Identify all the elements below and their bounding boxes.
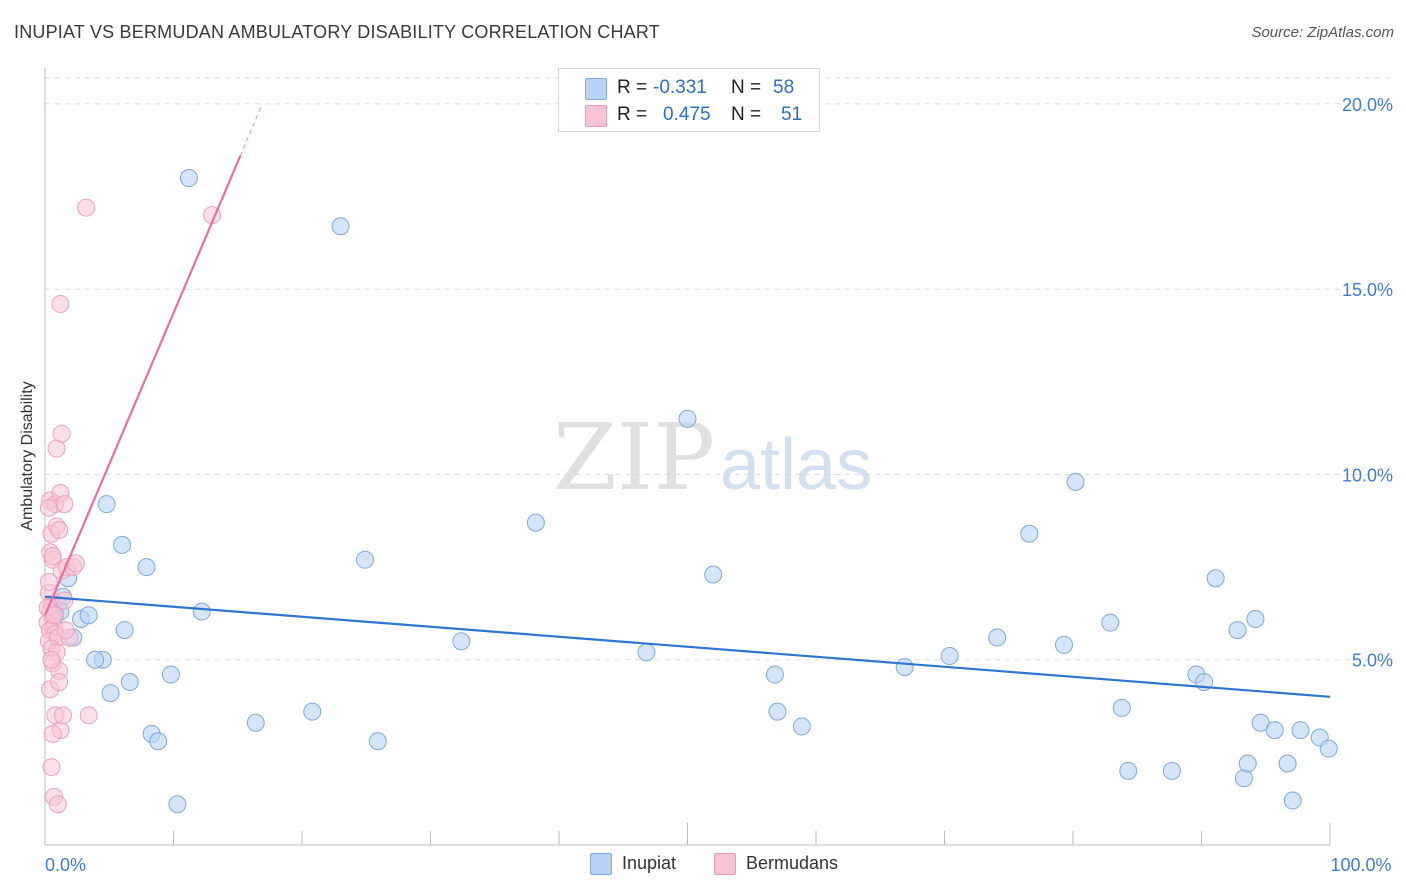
inupiat-point	[1234, 769, 1253, 788]
inupiat-point	[303, 702, 322, 721]
bermudans-point	[77, 198, 96, 217]
stats-box: R = -0.331 N = 58 R = 0.475 N = 51	[558, 68, 820, 132]
inupiat-point	[768, 702, 787, 721]
inupiat-point	[1228, 621, 1247, 640]
n-value: 58	[773, 77, 795, 98]
inupiat-point	[1162, 761, 1181, 780]
bermudans-trend-extension	[239, 103, 263, 157]
r-label: R =	[617, 104, 648, 125]
inupiat-point	[113, 535, 132, 554]
inupiat-point	[940, 647, 959, 666]
bermudans-point	[39, 572, 58, 591]
inupiat-point	[1020, 524, 1039, 543]
inupiat-point	[452, 632, 471, 651]
axes	[44, 68, 1331, 846]
trend-lines	[43, 103, 1331, 698]
x-tick-label: 100.0%	[1330, 855, 1391, 875]
inupiat-trend-line	[44, 595, 1331, 698]
inupiat-point	[1112, 698, 1131, 717]
inupiat-point	[149, 732, 168, 751]
bermudans-point	[52, 424, 71, 443]
watermark: ZIP atlas	[553, 404, 872, 511]
y-tick-label: 10.0%	[1342, 465, 1393, 485]
y-tick-label: 20.0%	[1342, 95, 1393, 115]
inupiat-point	[765, 665, 784, 684]
bermudans-point	[48, 795, 67, 814]
inupiat-swatch	[585, 78, 607, 100]
inupiat-point	[1246, 609, 1265, 628]
inupiat-point	[101, 684, 120, 703]
bermudans-point	[79, 706, 98, 725]
r-value: 0.475	[663, 104, 711, 125]
inupiat-point	[988, 628, 1007, 647]
inupiat-point	[79, 606, 98, 625]
inupiat-point	[97, 495, 116, 514]
inupiat-point	[1206, 569, 1225, 588]
inupiat-point	[168, 795, 187, 814]
inupiat-point	[1251, 713, 1270, 732]
inupiat-point	[704, 565, 723, 584]
inupiat-point	[355, 550, 374, 569]
inupiat-point	[331, 217, 350, 236]
inupiat-point	[368, 732, 387, 751]
inupiat-legend-label: Inupiat	[622, 853, 677, 873]
bermudans-legend-label: Bermudans	[746, 853, 839, 873]
inupiat-point	[86, 650, 105, 669]
inupiat-point	[192, 602, 211, 621]
inupiat-point	[1291, 721, 1310, 740]
y-tick-label: 15.0%	[1342, 280, 1393, 300]
bermudans-point	[55, 591, 74, 610]
inupiat-point	[792, 717, 811, 736]
inupiat-point	[161, 665, 180, 684]
n-value: 51	[781, 104, 803, 125]
inupiat-point	[1319, 739, 1338, 758]
watermark-atlas: atlas	[720, 425, 872, 505]
bermudans-point	[50, 521, 69, 540]
source-label: Source: ZipAtlas.com	[1251, 24, 1394, 41]
bermudans-points	[38, 198, 222, 814]
y-tick-label: 5.0%	[1352, 651, 1393, 671]
inupiat-point	[1119, 761, 1138, 780]
inupiat-point	[1278, 754, 1297, 773]
bermudans-point	[50, 672, 69, 691]
inupiat-point	[179, 169, 198, 188]
inupiat-point	[1055, 635, 1074, 654]
n-label: N =	[731, 77, 762, 98]
bermudans-trend-line	[43, 155, 242, 616]
bermudans-point	[42, 650, 61, 669]
inupiat-point	[895, 658, 914, 677]
inupiat-point	[678, 409, 697, 428]
bermudans-point	[51, 295, 70, 314]
inupiat-point	[1238, 754, 1257, 773]
inupiat-point	[1066, 472, 1085, 491]
inupiat-point	[115, 621, 134, 640]
bermudans-legend-swatch	[714, 853, 736, 875]
inupiat-point	[637, 643, 656, 662]
inupiat-point	[246, 713, 265, 732]
tick-labels: 5.0% 10.0% 15.0% 20.0% 0.0% 100.0%	[45, 95, 1393, 875]
inupiat-point	[120, 672, 139, 691]
inupiat-point	[526, 513, 545, 532]
r-label: R =	[617, 77, 648, 98]
bermudans-point	[56, 621, 75, 640]
bermudans-point	[55, 495, 74, 514]
n-label: N =	[731, 104, 762, 125]
inupiat-point	[1283, 791, 1302, 810]
chart-title: INUPIAT VS BERMUDAN AMBULATORY DISABILIT…	[14, 22, 660, 42]
x-tick-label: 0.0%	[45, 855, 86, 875]
inupiat-legend-swatch	[590, 853, 612, 875]
bermudans-point	[43, 724, 62, 743]
bermudans-point	[42, 758, 61, 777]
r-value: -0.331	[653, 77, 707, 98]
inupiat-point	[1101, 613, 1120, 632]
inupiat-point	[1265, 721, 1284, 740]
inupiat-point	[137, 558, 156, 577]
bermudans-swatch	[585, 105, 607, 127]
bermudans-point	[39, 498, 58, 517]
bermudans-point	[53, 706, 72, 725]
bermudans-point	[43, 546, 62, 565]
inupiat-points	[46, 169, 1338, 814]
